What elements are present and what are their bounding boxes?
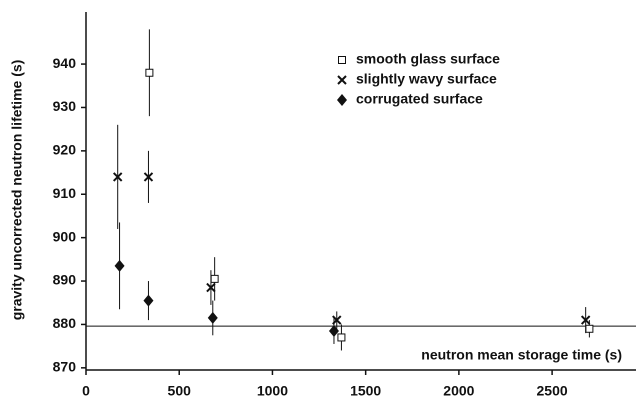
y-tick-label: 880: [53, 315, 77, 331]
marker-diamond: [114, 259, 125, 272]
marker-square: [337, 333, 346, 342]
legend-label: corrugated surface: [356, 91, 483, 107]
legend-label: smooth glass surface: [356, 51, 500, 67]
y-tick-label: 890: [53, 272, 77, 288]
y-tick-label: 930: [53, 98, 77, 114]
x-tick-label: 2500: [537, 383, 568, 399]
marker-square: [210, 274, 219, 283]
x-tick-label: 1500: [350, 383, 381, 399]
marker-cross: [580, 315, 591, 325]
y-tick-label: 900: [53, 228, 77, 244]
y-tick-label: 920: [53, 142, 77, 158]
marker-square: [585, 324, 594, 333]
marker-diamond: [143, 294, 154, 307]
marker-square: [338, 56, 346, 64]
legend-label: slightly wavy surface: [356, 71, 497, 87]
y-tick-label: 940: [53, 55, 77, 71]
x-tick-label: 2000: [443, 383, 474, 399]
y-tick-label: 910: [53, 185, 77, 201]
y-tick-label: 870: [53, 359, 77, 375]
marker-cross: [206, 282, 216, 293]
marker-diamond: [337, 94, 347, 106]
marker-diamond: [328, 324, 339, 337]
x-tick-label: 0: [82, 383, 90, 399]
marker-square: [145, 68, 154, 77]
marker-cross: [112, 172, 123, 182]
marker-diamond: [207, 311, 218, 324]
x-tick-label: 500: [168, 383, 192, 399]
marker-cross: [143, 172, 154, 182]
x-axis-label: neutron mean storage time (s): [421, 347, 622, 363]
marker-cross: [337, 75, 347, 85]
y-axis-label: gravity uncorrected neutron lifetime (s): [9, 60, 25, 321]
x-tick-label: 1000: [257, 383, 288, 399]
